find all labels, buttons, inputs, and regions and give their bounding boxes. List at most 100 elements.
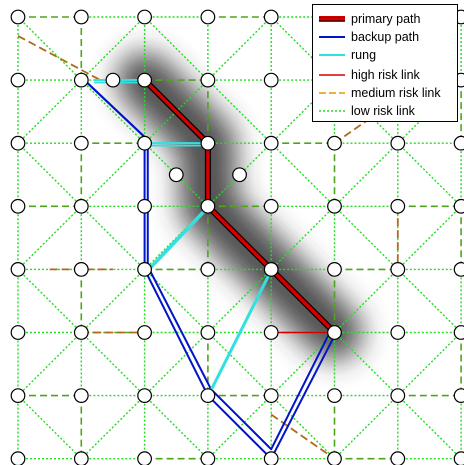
low-risk-diagonal-link — [207, 79, 272, 144]
network-node — [200, 451, 216, 465]
network-node — [200, 198, 216, 214]
network-node — [327, 198, 342, 214]
network-node — [390, 325, 406, 340]
backup-path — [83, 79, 336, 460]
low-risk-diagonal-link — [397, 395, 462, 460]
low-risk-diagonal-link — [334, 395, 399, 460]
low-risk-diagonal-link — [80, 395, 146, 460]
low-risk-diagonal-link — [270, 142, 335, 207]
rung-swatch-icon — [319, 54, 345, 56]
medium-risk-link — [17, 35, 101, 81]
legend-item-low-risk-link: low risk link — [313, 103, 457, 119]
network-node — [137, 9, 153, 25]
low-risk-diagonal-link — [397, 205, 462, 270]
low-risk-diagonal-link — [80, 332, 146, 397]
legend-label: medium risk link — [351, 86, 441, 100]
network-node — [200, 388, 216, 404]
low-risk-diagonal-link — [17, 332, 82, 397]
network-node — [327, 388, 342, 404]
medium-risk-link — [270, 413, 336, 460]
low-risk-diagonal-link — [397, 268, 462, 333]
rungs — [93, 78, 273, 393]
low-risk-diagonal-link — [207, 16, 272, 81]
network-node — [390, 135, 406, 151]
network-node — [10, 198, 26, 214]
network-node — [73, 72, 89, 88]
legend-item-medium-risk-link: medium risk link — [313, 85, 457, 101]
network-node — [453, 262, 464, 277]
network-node — [263, 135, 279, 151]
network-node — [73, 262, 89, 277]
low-risk-diagonal-link — [270, 16, 335, 81]
network-node — [232, 167, 247, 183]
network-node — [73, 198, 89, 214]
network-node — [453, 388, 464, 403]
network-node — [453, 135, 464, 151]
low-risk-diagonal-link — [17, 142, 82, 207]
network-node — [200, 72, 216, 88]
network-node — [263, 262, 279, 277]
low-risk-diagonal-link — [144, 332, 209, 397]
network-node — [200, 9, 216, 25]
network-node — [10, 9, 26, 25]
high-risk-swatch-icon — [319, 74, 345, 76]
backup-path-swatch-icon — [319, 36, 345, 38]
low-risk-diagonal-link — [17, 79, 82, 144]
rung-line — [210, 268, 273, 390]
network-node — [73, 325, 89, 340]
low-risk-diagonal-link — [144, 268, 209, 333]
network-node — [10, 388, 26, 404]
rung-line — [210, 271, 272, 393]
network-node — [73, 135, 89, 151]
network-node — [137, 135, 153, 151]
network-node — [327, 135, 342, 151]
low-risk-diagonal-link — [397, 332, 462, 397]
legend-item-rung: rung — [313, 47, 457, 63]
network-node — [137, 72, 153, 88]
low-risk-diagonal-link — [144, 205, 209, 270]
low-risk-diagonal-link — [334, 332, 399, 397]
low-risk-diagonal-link — [397, 142, 462, 207]
network-node — [137, 451, 152, 465]
network-node — [200, 135, 216, 151]
network-node — [390, 388, 406, 404]
legend-item-high-risk-link: high risk link — [313, 67, 457, 83]
network-node — [105, 72, 121, 88]
low-risk-diagonal-link — [17, 16, 82, 81]
network-node — [137, 198, 153, 214]
legend-label: backup path — [351, 30, 420, 44]
low-risk-diagonal-link — [80, 79, 146, 144]
network-node — [327, 262, 342, 277]
network-node — [73, 388, 89, 404]
network-node — [137, 325, 153, 340]
low-risk-diagonal-link — [334, 268, 399, 333]
network-node — [453, 451, 464, 465]
network-node — [263, 451, 279, 465]
low-risk-diagonal-link — [270, 395, 335, 460]
low-risk-diagonal-link — [17, 395, 82, 460]
low-risk-diagonal-link — [80, 16, 146, 81]
network-node — [10, 451, 26, 465]
network-node — [263, 325, 279, 340]
network-node — [73, 9, 89, 25]
legend-item-backup-path: backup path — [313, 29, 457, 45]
network-node — [263, 388, 279, 404]
low-risk-diagonal-link — [207, 332, 272, 397]
rung-line — [147, 208, 209, 273]
network-node — [10, 262, 26, 277]
network-node — [327, 325, 342, 340]
network-node — [390, 451, 406, 465]
network-node — [390, 198, 406, 214]
legend: primary path backup path rung high risk … — [312, 4, 458, 122]
low-risk-diagonal-link — [207, 268, 272, 333]
network-node — [10, 325, 26, 340]
network-node — [10, 72, 26, 88]
low-risk-swatch-icon — [319, 110, 345, 112]
low-risk-diagonal-link — [80, 142, 146, 207]
network-node — [73, 451, 89, 465]
network-node — [263, 72, 279, 88]
low-risk-diagonal-link — [270, 205, 335, 270]
low-risk-diagonal-link — [17, 268, 82, 333]
network-node — [200, 325, 216, 340]
network-node — [10, 135, 26, 151]
